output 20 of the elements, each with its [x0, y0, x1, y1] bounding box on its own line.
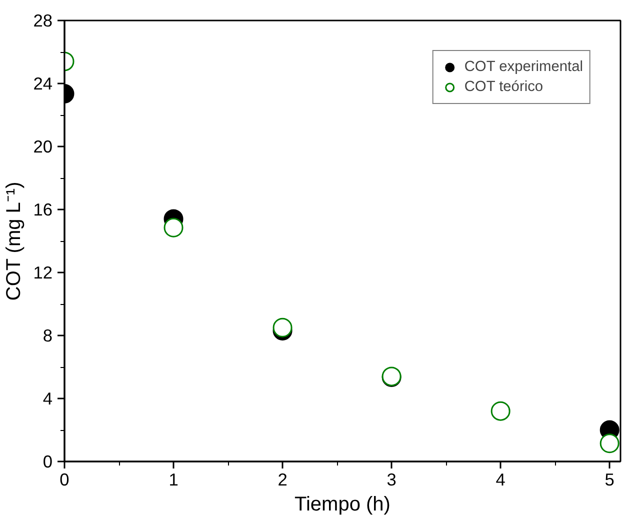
x-tick-label: 2 [278, 470, 288, 490]
x-tick-label: 4 [496, 470, 506, 490]
y-tick-label: 8 [42, 326, 53, 346]
point [164, 218, 184, 238]
x-tick-label: 1 [168, 470, 178, 490]
y-tick-label: 28 [33, 10, 53, 30]
legend-label: COT experimental [464, 59, 583, 75]
y-tick-label: 16 [33, 200, 53, 220]
y-tick-label: 4 [42, 388, 53, 408]
x-tick-label: 0 [60, 470, 70, 490]
point [272, 318, 292, 338]
y-tick-label: 0 [42, 452, 53, 472]
x-tick-label: 5 [604, 470, 614, 490]
y-tick-label: 24 [33, 74, 53, 94]
x-tick-label: 3 [386, 470, 396, 490]
y-tick-label: 20 [33, 136, 53, 156]
x-axis-title: Tiempo (h) [294, 494, 390, 516]
legend-label: COT teórico [464, 79, 544, 95]
y-axis-title: COT (mg L⁻¹) [3, 182, 26, 301]
y-tick-label: 12 [33, 262, 53, 282]
